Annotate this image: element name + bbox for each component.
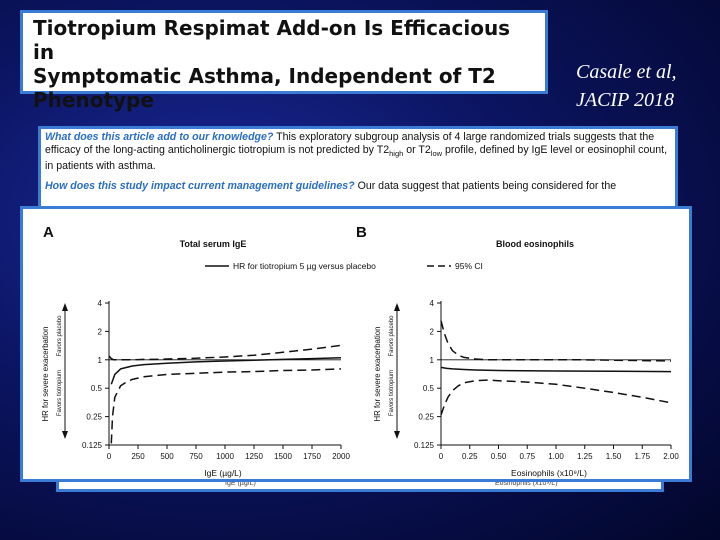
panel-b-xtick-label: 1.25 [577,452,593,461]
panel-a-up-arrowhead [62,303,68,311]
panel-b-down-arrowhead [394,431,400,439]
panel-a-xtick-label: 1750 [303,452,321,461]
panel-a-xlabel: IgE (µg/L) [204,468,242,478]
panel-b-ytick-label: 0.25 [418,413,434,422]
panel-a-favor-arrows [62,303,68,439]
panel-b-ytick-label: 0.125 [414,441,435,450]
panel-a-ylabel: HR for severe exacerbation [41,327,50,422]
panel-b-series-ci-2 [440,379,672,416]
panel-a-favors-tiotropium: Favors tiotropium [57,370,63,416]
summary-answer-1b: or T2 [403,143,431,156]
panel-b-xtick-label: 1.50 [606,452,622,461]
panel-a-ytick-label: 0.125 [82,441,103,450]
panel-a-ytick-label: 1 [98,356,103,365]
figure-svg: A B Total serum IgE Blood eosinophils HR… [41,224,679,478]
panel-a-series-ci-1 [108,344,342,361]
subscript-high: high [389,148,404,158]
panel-b-favor-arrows [394,303,400,439]
panel-a-xtick-label: 250 [131,452,145,461]
article-summary: What does this article add to our knowle… [38,126,678,216]
panel-b-ylabel: HR for severe exacerbation [373,327,382,422]
panel-a-down-arrowhead [62,431,68,439]
panel-b-ytick-label: 4 [430,299,435,308]
panel-b-xtick-label: 1.00 [548,452,564,461]
panel-a-series-ci-2 [110,368,342,444]
underlying-xlabel-b: Eosinophils (x10⁹/L) [495,480,558,487]
legend-solid-label: HR for tiotropium 5 µg versus placebo [233,261,376,271]
panel-b-xtick-label: 0 [439,452,444,461]
figure-panel: A B Total serum IgE Blood eosinophils HR… [20,206,692,482]
panel-b-xtick-label: 0.25 [462,452,478,461]
citation-authors: Casale et al, [576,61,677,83]
panel-a-title: Total serum IgE [180,239,247,249]
panel-a-ytick-label: 0.5 [91,384,103,393]
citation: Casale et al, JACIP 2018 [576,58,716,114]
panel-a-plot: 4 2 1 0.5 0.25 0.125 0 250 500 750 1000 1250 1500 175… [82,299,350,461]
panel-a-ytick-label: 4 [98,299,103,308]
panel-a-xtick-label: 750 [189,452,203,461]
panel-a-ytick-label: 0.25 [86,413,102,422]
summary-answer-2: Our data suggest that patients being con… [354,179,617,192]
panel-b-up-arrowhead [394,303,400,311]
slide-title-line-2: Symptomatic Asthma, Independent of T2 [33,64,496,88]
panel-b-title: Blood eosinophils [496,239,574,249]
panel-b-favors-placebo: Favors placebo [389,315,395,357]
legend-dashed-label: 95% CI [455,261,483,271]
panel-a-xtick-label: 1000 [216,452,234,461]
panel-b-favors-tiotropium: Favors tiotropium [389,370,395,416]
slide-title-line-3: Phenotype [33,88,154,112]
panel-a-xtick-label: 2000 [332,452,350,461]
panel-b-letter: B [356,224,367,241]
summary-question-1: What does this article add to our knowle… [45,131,274,143]
panel-b-xtick-label: 0.50 [491,452,507,461]
panel-b-xtick-label: 2.00 [663,452,679,461]
summary-paragraph-1: What does this article add to our knowle… [45,131,671,173]
panel-b-series-hr [440,366,672,373]
panel-a-xtick-label: 500 [160,452,174,461]
underlying-xlabel-a: IgE (µg/L) [225,480,256,487]
panel-b-xtick-label: 1.75 [634,452,650,461]
summary-answer-1c: profile, defined by IgE level or eosinop… [45,143,668,173]
summary-paragraph-2: How does this study impact current manag… [45,180,671,193]
panel-a-favors-placebo: Favors placebo [57,315,63,357]
panel-a-xtick-label: 1500 [274,452,292,461]
panel-a-xtick-label: 0 [107,452,112,461]
panel-a-letter: A [43,224,54,241]
panel-b-plot: 4 2 1 0.5 0.25 0.125 0 0.25 0.50 0.75 1.00 1.25 1.50… [414,299,679,461]
panel-a-ytick-label: 2 [98,327,103,336]
panel-b-ytick-label: 2 [430,327,435,336]
subscript-low: low [430,148,443,158]
summary-answer-1a: This exploratory subgroup analysis of 4 … [45,131,655,156]
panel-b-ytick-label: 0.5 [423,384,435,393]
panel-b-xlabel: Eosinophils (x10⁹/L) [511,468,587,478]
panel-a-xtick-label: 1250 [245,452,263,461]
slide-title: Tiotropium Respimat Add-on Is Efficaciou… [20,10,548,112]
slide-title-line-1: Tiotropium Respimat Add-on Is Efficaciou… [33,16,511,64]
citation-journal: JACIP 2018 [576,89,674,111]
summary-question-2: How does this study impact current manag… [45,179,355,192]
legend: HR for tiotropium 5 µg versus placebo 95… [205,261,483,271]
panel-b-xtick-label: 0.75 [519,452,535,461]
panel-a-series-hr [110,357,342,385]
panel-b-series-ci-1 [440,320,672,362]
panel-b-ytick-label: 1 [430,356,435,365]
